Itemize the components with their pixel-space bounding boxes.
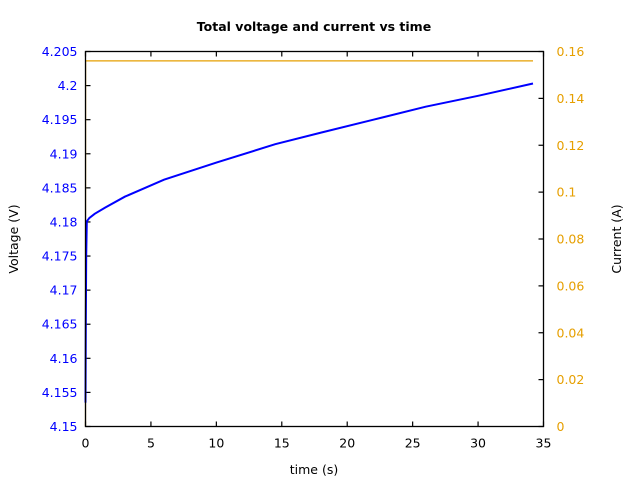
- y-tick-label: 4.165: [42, 317, 78, 332]
- y-axis-label: Voltage (V): [6, 204, 21, 273]
- y2-tick-label: 0.06: [557, 278, 585, 293]
- x-tick-label: 30: [470, 436, 486, 451]
- y-axis-ticks: 4.15 4.155 4.16 4.165 4.17 4.175 4.18 4.185 4.19…: [42, 44, 91, 434]
- chart-title: Total voltage and current vs time: [197, 19, 431, 34]
- plot-lines: [84, 60, 534, 427]
- y2-tick-label: 0.1: [557, 185, 577, 200]
- y2-tick-label: 0.16: [557, 44, 585, 59]
- y-tick-label: 4.2: [58, 78, 78, 93]
- y2-tick-label: 0.12: [557, 138, 585, 153]
- plot-frame: [84, 50, 545, 428]
- voltage-line: [84, 82, 534, 403]
- y2-tick-label: 0.02: [557, 372, 585, 387]
- x-axis-label: time (s): [290, 462, 338, 477]
- y-tick-label: 4.18: [50, 214, 78, 229]
- x-tick-label: 0: [82, 436, 90, 451]
- y-tick-label: 4.17: [50, 283, 78, 298]
- y-tick-label: 4.195: [42, 112, 78, 127]
- x-tick-label: 5: [147, 436, 155, 451]
- y2-tick-label: 0: [557, 419, 565, 434]
- y-tick-label: 4.15: [50, 419, 78, 434]
- y2-tick-label: 0.04: [557, 325, 585, 340]
- y2-axis-label: Current (A): [609, 204, 624, 273]
- x-tick-label: 15: [274, 436, 290, 451]
- y-tick-label: 4.205: [42, 44, 78, 59]
- y2-tick-label: 0.14: [557, 91, 585, 106]
- y2-axis-ticks: 0 0.02 0.04 0.06 0.08 0.1 0.12 0.14 0.16: [538, 44, 585, 434]
- y-tick-label: 4.19: [50, 146, 78, 161]
- y2-tick-label: 0.08: [557, 232, 585, 247]
- y-tick-label: 4.16: [50, 351, 78, 366]
- y-tick-label: 4.155: [42, 385, 78, 400]
- y-tick-label: 4.185: [42, 180, 78, 195]
- current-line: [84, 60, 533, 427]
- x-tick-label: 25: [405, 436, 421, 451]
- y-tick-label: 4.175: [42, 249, 78, 264]
- x-tick-label: 10: [208, 436, 224, 451]
- x-tick-label: 35: [536, 436, 552, 451]
- x-tick-label: 20: [339, 436, 355, 451]
- x-axis-ticks: 0 5 10 15 20 25 30 35: [82, 51, 552, 451]
